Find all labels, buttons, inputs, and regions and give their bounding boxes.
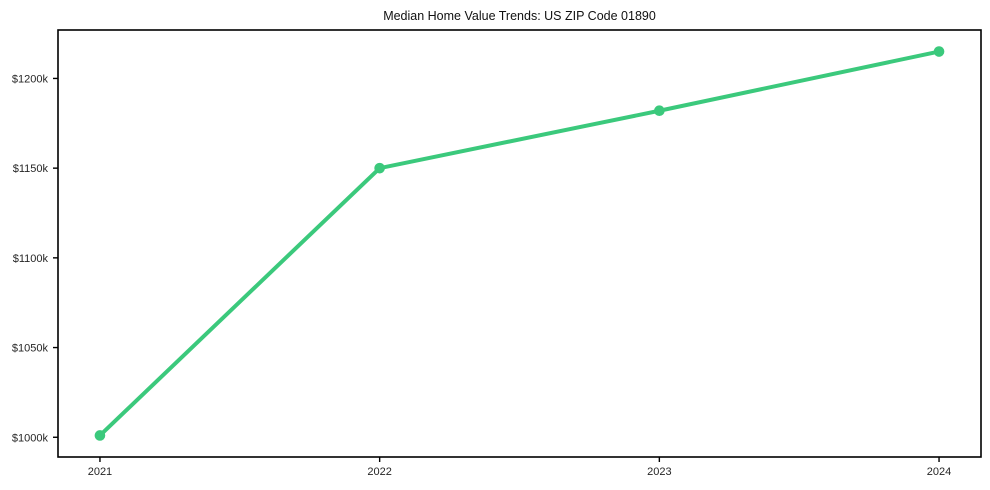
data-point-marker [374,162,385,174]
y-tick-label: $1100k [13,253,49,265]
data-point-marker [933,46,945,57]
trend-line [97,49,942,438]
y-tick-label: $1000k [12,432,49,444]
x-tick-label: 2022 [367,466,391,478]
chart-title: Median Home Value Trends: US ZIP Code 01… [383,9,656,23]
plot-area: $1000k $1050k $1100k $1150k $1200k 2021 2022 20… [12,29,982,478]
y-tick-label: $1150k [13,163,49,175]
data-point-marker [94,430,106,441]
data-point-marker [654,105,665,117]
x-tick-label: 2024 [927,466,951,478]
y-tick-label: $1050k [12,343,49,355]
y-tick-label: $1200k [12,73,49,85]
plot-frame [57,29,982,458]
x-tick-label: 2021 [88,466,112,478]
x-tick-label: 2023 [647,466,671,478]
